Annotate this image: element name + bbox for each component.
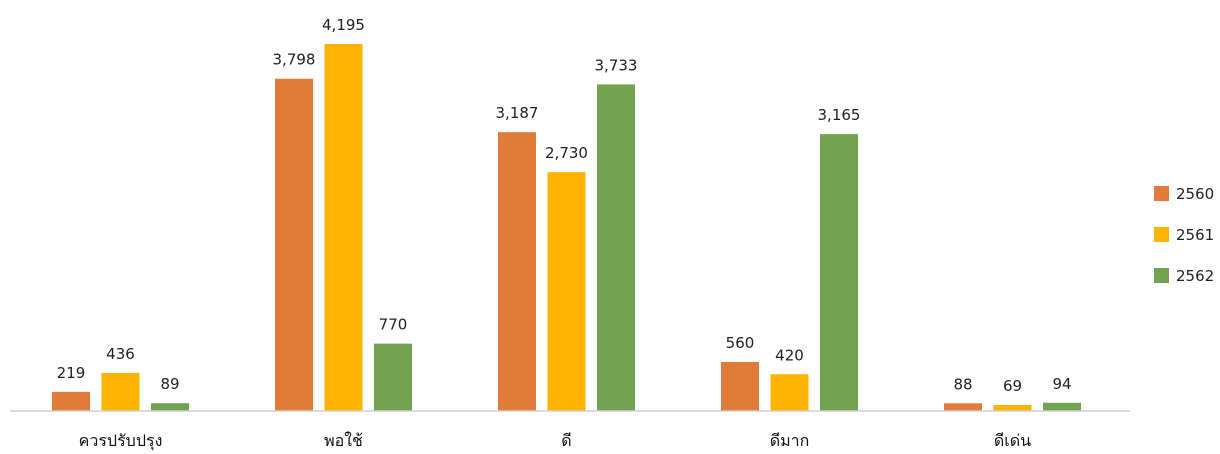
category-label: ดีเด่น xyxy=(994,431,1031,450)
data-label: 219 xyxy=(57,364,86,382)
data-label: 88 xyxy=(953,375,972,393)
data-label: 4,195 xyxy=(322,16,365,34)
legend-label: 2562 xyxy=(1176,267,1214,285)
data-label: 3,798 xyxy=(273,51,316,69)
category-label: ดี xyxy=(561,431,571,450)
legend: 2560 2561 2562 xyxy=(1154,185,1214,285)
bar-2560-0 xyxy=(52,391,90,411)
data-label: 69 xyxy=(1003,377,1022,395)
data-label: 3,187 xyxy=(496,104,539,122)
bar-2560-1 xyxy=(275,78,313,412)
legend-label: 2560 xyxy=(1176,185,1214,203)
data-label: 420 xyxy=(775,346,804,364)
data-label: 2,730 xyxy=(545,144,588,162)
data-label: 436 xyxy=(106,345,135,363)
bar-2562-0 xyxy=(151,403,189,411)
data-label: 560 xyxy=(726,334,755,352)
bar-2560-3 xyxy=(721,362,759,411)
bar-2561-1 xyxy=(324,44,363,411)
data-label: 89 xyxy=(160,375,179,393)
legend-swatch xyxy=(1154,186,1169,201)
data-label: 770 xyxy=(379,316,408,334)
data-label: 3,165 xyxy=(818,106,861,124)
legend-swatch xyxy=(1154,227,1169,242)
bar-2561-4 xyxy=(993,404,1032,411)
bar-2561-2 xyxy=(547,172,586,411)
bar-2560-2 xyxy=(498,132,536,411)
bars-group xyxy=(52,44,1081,412)
bar-2561-3 xyxy=(770,374,809,411)
bar-2562-2 xyxy=(597,84,635,411)
legend-swatch xyxy=(1154,268,1169,283)
bar-2561-0 xyxy=(101,372,140,411)
bar-2562-3 xyxy=(820,134,858,411)
data-label: 94 xyxy=(1052,375,1071,393)
category-label: ควรปรับปรุง xyxy=(79,431,163,451)
value-labels-group: 219 436 89 3,798 4,195 770 3,187 2,730 3,733 560 4… xyxy=(57,16,1072,395)
data-label: 3,733 xyxy=(595,56,638,74)
category-label: ดีมาก xyxy=(770,431,810,450)
bar-2562-4 xyxy=(1043,402,1081,411)
category-labels-group: ควรปรับปรุง พอใช้ ดี ดีมาก ดีเด่น xyxy=(79,431,1032,451)
bar-2562-1 xyxy=(374,343,412,411)
bar-2560-4 xyxy=(944,403,982,411)
category-label: พอใช้ xyxy=(324,431,363,450)
legend-label: 2561 xyxy=(1176,226,1214,244)
